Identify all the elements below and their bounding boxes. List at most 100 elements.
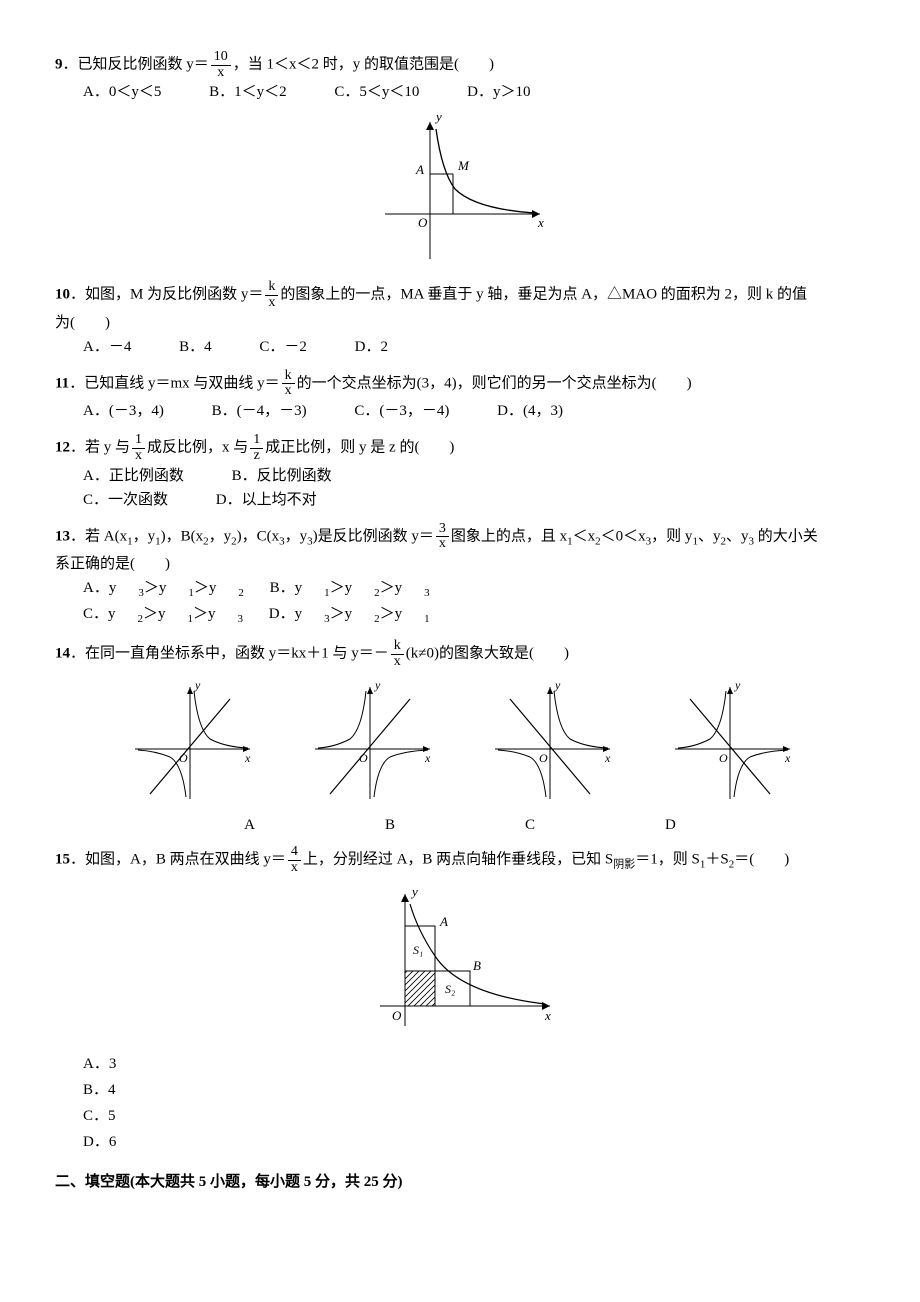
q13-opt-d: D．y3＞y2＞y1 (269, 602, 430, 629)
svg-text:y: y (434, 114, 442, 124)
four-graphs-icon: y x O y x O y x O (100, 679, 820, 809)
q9-stem-b: ，当 1＜x＜2 时，y 的取值范围是( ) (233, 57, 494, 73)
svg-text:x: x (244, 751, 251, 765)
section-2-heading: 二、填空题(本大题共 5 小题，每小题 5 分，共 25 分) (55, 1170, 865, 1194)
q11-frac: kx (282, 369, 295, 399)
q15-number: 15 (55, 852, 70, 868)
q10-opt-c: C．－2 (259, 335, 329, 359)
q12-options-row1: A．正比例函数 B．反比例函数 (55, 464, 865, 488)
q10-frac: kx (265, 280, 278, 310)
q12-opt-b: B．反比例函数 (232, 464, 354, 488)
q14-stem-b: (k≠0)的图象大致是( ) (406, 646, 569, 662)
q15-opt-c: C．5 (83, 1104, 865, 1128)
question-12: 12．若 y 与1x成反比例，x 与1z成正比例，则 y 是 z 的( ) A．… (55, 433, 865, 511)
q11-number: 11 (55, 375, 69, 391)
svg-text:y: y (194, 679, 201, 692)
q9-frac: 10x (211, 50, 231, 80)
q12-number: 12 (55, 440, 70, 456)
q10-opt-d: D．2 (355, 335, 410, 359)
svg-text:B: B (473, 958, 481, 973)
q15-frac: 4x (288, 845, 301, 875)
svg-text:x: x (784, 751, 791, 765)
svg-text:O: O (539, 751, 548, 765)
q14-label-b: B (385, 813, 395, 837)
q10-stem-b: 的图象上的一点，MA 垂直于 y 轴，垂足为点 A，△MAO 的面积为 2，则 … (280, 287, 807, 303)
q9-stem-a: ．已知反比例函数 y＝ (63, 57, 209, 73)
q10-number: 10 (55, 287, 70, 303)
q15-stem-c: ＝1，则 S (635, 852, 700, 868)
figure-q15: y x O A B S₁ S₂ (55, 886, 865, 1044)
q12-stem-a: ．若 y 与 (70, 440, 130, 456)
q9-opt-c: C．5＜y＜10 (334, 80, 441, 104)
q12-f2: 1z (250, 433, 263, 463)
question-9: 9．已知反比例函数 y＝10x，当 1＜x＜2 时，y 的取值范围是( ) A．… (55, 50, 865, 104)
q9-opt-a: A．0＜y＜5 (83, 80, 183, 104)
question-15: 15．如图，A，B 两点在双曲线 y＝4x上，分别经过 A，B 两点向轴作垂线段… (55, 845, 865, 875)
q10-opt-a: A．－4 (83, 335, 153, 359)
svg-text:O: O (359, 751, 368, 765)
q10-opt-b: B．4 (179, 335, 234, 359)
svg-text:y: y (410, 886, 418, 899)
question-11: 11．已知直线 y＝mx 与双曲线 y＝kx的一个交点坐标为(3，4)，则它们的… (55, 369, 865, 423)
q15-stem-d: ＋S (705, 852, 728, 868)
q9-options: A．0＜y＜5 B．1＜y＜2 C．5＜y＜10 D．y＞10 (55, 80, 865, 104)
svg-text:O: O (179, 751, 188, 765)
q10-stem-a: ．如图，M 为反比例函数 y＝ (70, 287, 263, 303)
figure-q14: y x O y x O y x O (55, 679, 865, 837)
svg-text:S₂: S₂ (445, 982, 455, 996)
svg-text:x: x (537, 215, 544, 230)
q14-label-c: C (525, 813, 535, 837)
q14-label-d: D (665, 813, 676, 837)
q12-f1: 1x (132, 433, 145, 463)
q15-opt-b: B．4 (83, 1078, 865, 1102)
q11-opt-a: A．(－3，4) (83, 399, 186, 423)
q13-frac: 3x (436, 522, 449, 552)
q15-stem-e: ＝( ) (734, 852, 789, 868)
svg-text:x: x (544, 1008, 551, 1023)
svg-text:y: y (374, 679, 381, 692)
q12-opt-c: C．一次函数 (83, 488, 190, 512)
q14-stem-a: ．在同一直角坐标系中，函数 y＝kx＋1 与 y＝－ (70, 646, 389, 662)
q12-options-row2: C．一次函数 D．以上均不对 (55, 488, 865, 512)
question-10: 10．如图，M 为反比例函数 y＝kx的图象上的一点，MA 垂直于 y 轴，垂足… (55, 280, 865, 358)
svg-text:O: O (719, 751, 728, 765)
svg-text:O: O (392, 1008, 402, 1023)
q15-stem-a: ．如图，A，B 两点在双曲线 y＝ (70, 852, 286, 868)
q15-options: A．3 B．4 C．5 D．6 (55, 1052, 865, 1154)
q15-sub-shadow: 阴影 (613, 859, 635, 871)
q13-options-row1: A．y3＞y1＞y2 B．y1＞y2＞y3 (55, 576, 865, 603)
q14-fig-labels: A B C D (55, 813, 865, 837)
svg-text:A: A (439, 914, 448, 929)
svg-text:O: O (418, 215, 428, 230)
svg-text:A: A (415, 162, 424, 177)
q13-opt-c: C．y2＞y1＞y3 (83, 602, 243, 629)
q10-stem-c: 为( ) (55, 311, 865, 335)
svg-text:y: y (734, 679, 741, 692)
q14-frac: kx (391, 639, 404, 669)
svg-text:M: M (457, 158, 470, 173)
q15-opt-a: A．3 (83, 1052, 865, 1076)
q9-opt-b: B．1＜y＜2 (209, 80, 309, 104)
q13-opt-b: B．y1＞y2＞y3 (270, 576, 430, 603)
q15-opt-d: D．6 (83, 1130, 865, 1154)
q11-opt-d: D．(4，3) (497, 399, 585, 423)
q12-stem-b: 成反比例，x 与 (147, 440, 248, 456)
figure-q9: y x O A M (55, 114, 865, 272)
q11-opt-c: C．(－3，－4) (354, 399, 471, 423)
q13-opt-a: A．y3＞y1＞y2 (83, 576, 244, 603)
graph-s1s2-icon: y x O A B S₁ S₂ (360, 886, 560, 1036)
question-13: 13．若 A(x1，y1)，B(x2，y2)，C(x3，y3)是反比例函数 y＝… (55, 522, 865, 630)
q9-number: 9 (55, 57, 63, 73)
svg-text:x: x (604, 751, 611, 765)
q12-opt-d: D．以上均不对 (216, 488, 339, 512)
graph-ma-icon: y x O A M (370, 114, 550, 264)
svg-text:y: y (554, 679, 561, 692)
q14-number: 14 (55, 646, 70, 662)
q15-stem-b: 上，分别经过 A，B 两点向轴作垂线段，已知 S (303, 852, 613, 868)
q14-label-a: A (244, 813, 255, 837)
q12-stem-c: 成正比例，则 y 是 z 的( ) (265, 440, 454, 456)
q11-options: A．(－3，4) B．(－4，－3) C．(－3，－4) D．(4，3) (55, 399, 865, 423)
svg-text:S₁: S₁ (413, 943, 423, 957)
q11-opt-b: B．(－4，－3) (212, 399, 329, 423)
q9-opt-d: D．y＞10 (467, 80, 552, 104)
